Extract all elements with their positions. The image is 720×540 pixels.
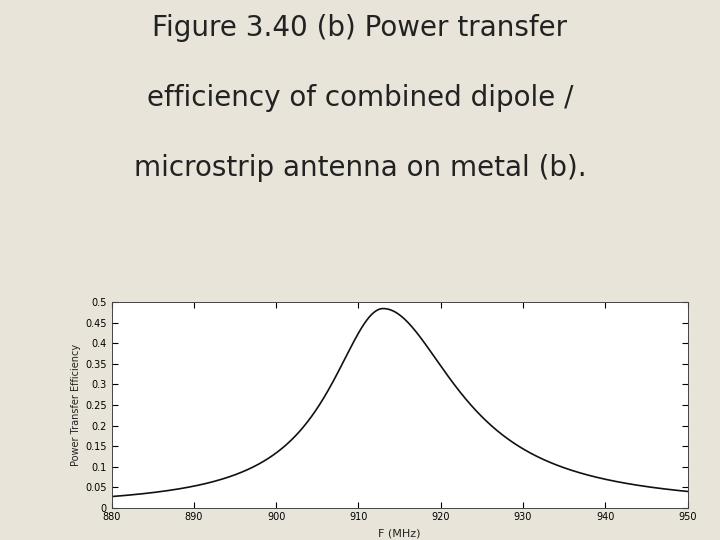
Text: Figure 3.40 (b) Power transfer: Figure 3.40 (b) Power transfer bbox=[153, 14, 567, 42]
Text: microstrip antenna on metal (b).: microstrip antenna on metal (b). bbox=[134, 154, 586, 182]
Text: efficiency of combined dipole /: efficiency of combined dipole / bbox=[147, 84, 573, 112]
Y-axis label: Power Transfer Efficiency: Power Transfer Efficiency bbox=[71, 344, 81, 466]
X-axis label: F (MHz): F (MHz) bbox=[378, 528, 421, 538]
